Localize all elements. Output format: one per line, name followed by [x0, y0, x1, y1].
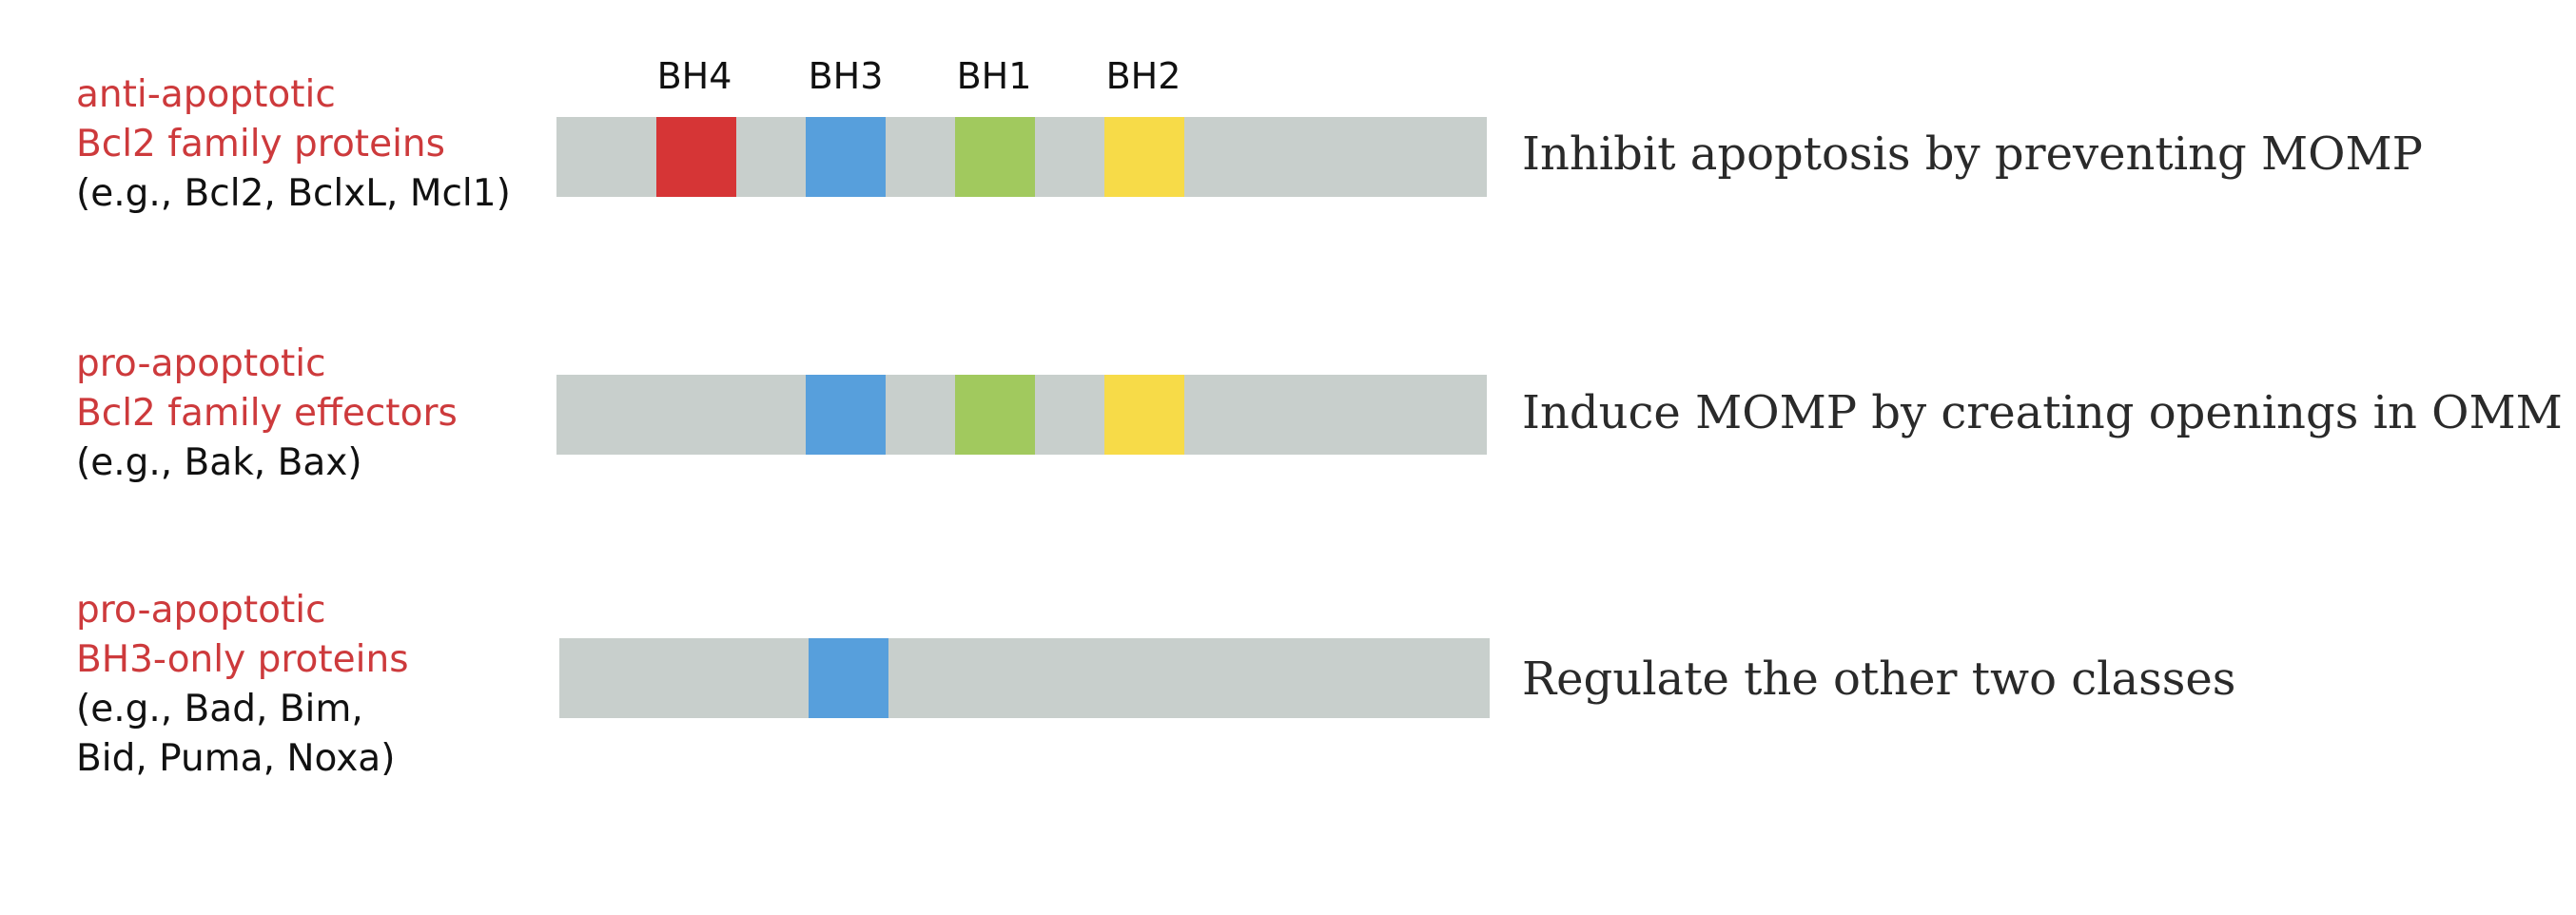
- domain-label-bh3: BH3: [808, 55, 884, 97]
- domain-block-bh2: [1104, 375, 1184, 455]
- function-text-anti-apoptotic: Inhibit apoptosis by preventing MOMP: [1522, 127, 2423, 181]
- protein-bar-bh3-only: [559, 638, 1490, 718]
- class-label-bh3-only: pro-apoptotic BH3-only proteins (e.g., B…: [76, 586, 409, 784]
- domain-block-bh3: [806, 117, 886, 197]
- domain-block-bh3: [806, 375, 886, 455]
- class-title-line: pro-apoptotic: [76, 589, 326, 632]
- domain-block-bh1: [955, 375, 1035, 455]
- class-example-line: Bid, Puma, Noxa): [76, 737, 396, 780]
- domain-block-bh4: [656, 117, 736, 197]
- domain-block-bh1: [955, 117, 1035, 197]
- protein-bar-anti-apoptotic: [556, 117, 1487, 197]
- class-title-line: pro-apoptotic: [76, 342, 326, 385]
- domain-block-bh2: [1104, 117, 1184, 197]
- function-text-effectors: Induce MOMP by creating openings in OMM: [1522, 386, 2563, 439]
- protein-bar-effectors: [556, 375, 1487, 455]
- class-label-anti-apoptotic: anti-apoptotic Bcl2 family proteins (e.g…: [76, 70, 511, 219]
- domain-label-bh1: BH1: [956, 55, 1032, 97]
- class-title-line: Bcl2 family effectors: [76, 392, 458, 435]
- class-label-effectors: pro-apoptotic Bcl2 family effectors (e.g…: [76, 340, 458, 488]
- domain-label-bh4: BH4: [656, 55, 732, 97]
- class-title-line: Bcl2 family proteins: [76, 123, 445, 165]
- domain-label-bh2: BH2: [1105, 55, 1181, 97]
- class-example-line: (e.g., Bak, Bax): [76, 441, 362, 484]
- class-title-line: BH3-only proteins: [76, 638, 409, 681]
- class-example-line: (e.g., Bcl2, BclxL, Mcl1): [76, 172, 511, 215]
- class-example-line: (e.g., Bad, Bim,: [76, 688, 363, 730]
- domain-block-bh3: [809, 638, 888, 718]
- function-text-bh3-only: Regulate the other two classes: [1522, 652, 2236, 706]
- class-title-line: anti-apoptotic: [76, 73, 336, 116]
